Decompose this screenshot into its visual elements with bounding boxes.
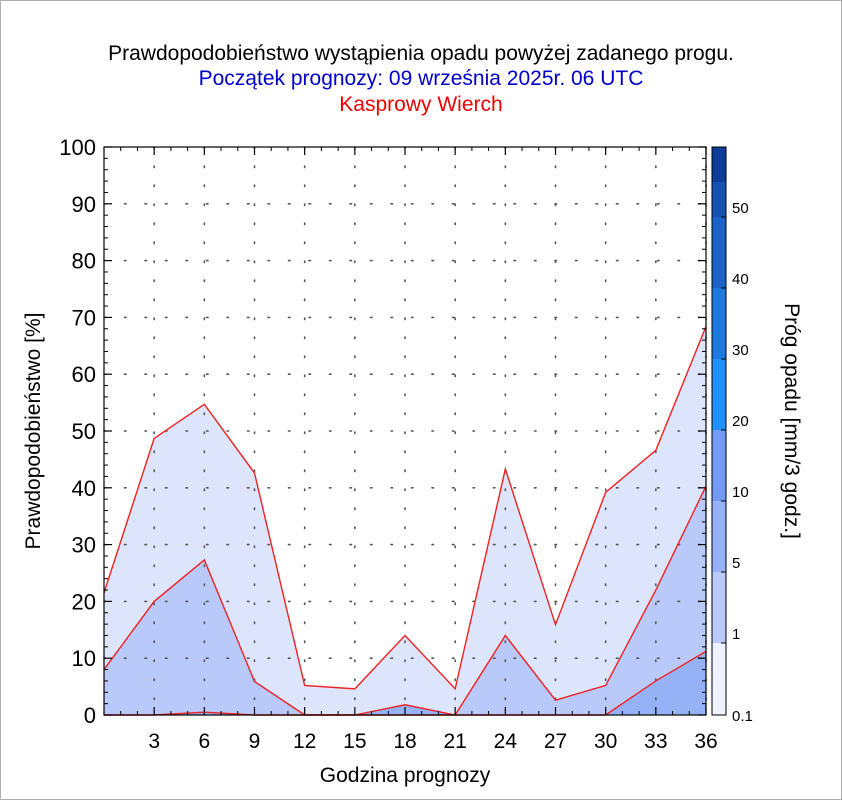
y-tick-label: 100 <box>59 135 96 160</box>
x-tick-label: 30 <box>594 730 617 753</box>
colorbar-segment <box>712 643 726 715</box>
x-axis-label: Godzina prognozy <box>320 764 491 787</box>
location-label: Kasprowy Wierch <box>339 93 503 116</box>
y-tick-label: 70 <box>72 305 96 330</box>
y-tick-label: 60 <box>72 362 96 387</box>
x-tick-label: 36 <box>694 730 717 753</box>
colorbar-label: Próg opadu [mm/3 godz.] <box>780 303 803 539</box>
colorbar-frame <box>711 146 727 716</box>
x-tick-label: 6 <box>198 730 210 753</box>
y-tick-label: 10 <box>72 646 96 671</box>
x-tick-label: 9 <box>249 730 261 753</box>
x-tick-label: 15 <box>343 730 366 753</box>
y-tick-label: 20 <box>72 589 96 614</box>
area-threshold-5 <box>104 651 706 715</box>
x-tick-label: 18 <box>393 730 416 753</box>
y-tick-label: 80 <box>72 249 96 274</box>
colorbar-segment <box>712 217 726 252</box>
colorbar-tick-label: 30 <box>732 342 749 359</box>
colorbar-tick-label: 0.1 <box>732 708 753 725</box>
y-tick-label: 40 <box>72 476 96 501</box>
y-tick-label: 0 <box>84 703 96 728</box>
chart-title: Prawdopodobieństwo wystąpienia opadu pow… <box>108 42 734 65</box>
y-tick-label: 50 <box>72 419 96 444</box>
x-tick-label: 24 <box>494 730 518 753</box>
y-tick-label: 30 <box>72 533 96 558</box>
colorbar-segment <box>712 501 726 572</box>
colorbar-segment <box>712 430 726 501</box>
x-tick-label: 33 <box>644 730 667 753</box>
x-tick-label: 27 <box>544 730 567 753</box>
x-tick-label: 21 <box>443 730 466 753</box>
chart-subtitle: Początek prognozy: 09 września 2025r. 06… <box>198 67 644 90</box>
colorbar-segment <box>712 182 726 217</box>
series-line-0.1 <box>103 326 707 691</box>
colorbar-segment <box>712 252 726 288</box>
colorbar-tick-label: 5 <box>732 555 740 572</box>
colorbar-segment <box>712 359 726 430</box>
colorbar-segment <box>712 288 726 359</box>
y-tick-label: 90 <box>72 192 96 217</box>
colorbar-tick-label: 50 <box>732 200 749 217</box>
colorbar-tick-label: 10 <box>732 484 749 501</box>
y-axis-label: Prawdopodobieństwo [%] <box>22 313 45 550</box>
x-tick-label: 12 <box>293 730 316 753</box>
x-tick-label: 3 <box>148 730 160 753</box>
colorbar-segment <box>712 572 726 643</box>
colorbar-tick-label: 20 <box>732 413 749 430</box>
colorbar-tick-label: 1 <box>732 626 740 643</box>
area-threshold-0.1 <box>104 326 706 715</box>
colorbar-tick-label: 40 <box>732 271 749 288</box>
colorbar-segment <box>712 147 726 182</box>
